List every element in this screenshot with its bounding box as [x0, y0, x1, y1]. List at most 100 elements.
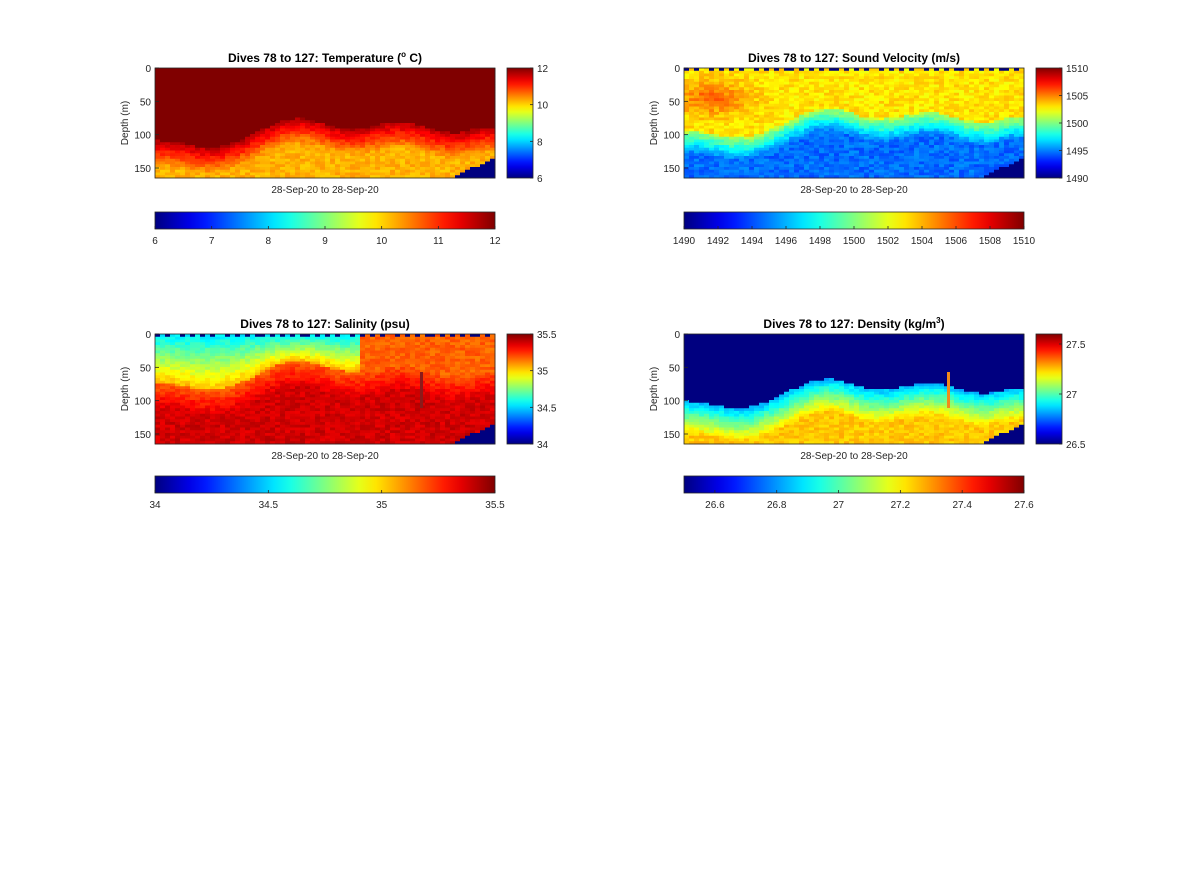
heatmap-cell	[704, 70, 710, 74]
heatmap-cell	[824, 142, 830, 146]
heatmap-cell	[360, 120, 366, 124]
heatmap-cell	[714, 136, 720, 140]
heatmap-cell	[155, 125, 161, 129]
heatmap-cell	[295, 158, 301, 162]
heatmap-cell	[834, 139, 840, 143]
heatmap-cell	[954, 142, 960, 146]
heatmap-cell	[160, 103, 166, 107]
heatmap-cell	[210, 131, 216, 135]
heatmap-cell	[849, 123, 855, 127]
heatmap-cell	[295, 136, 301, 140]
heatmap-cell	[230, 172, 236, 176]
heatmap-cell	[440, 120, 446, 124]
heatmap-cell	[390, 68, 396, 72]
heatmap-cell	[440, 103, 446, 107]
heatmap-cell	[215, 139, 221, 143]
heatmap-cell	[784, 98, 790, 102]
heatmap-cell	[784, 112, 790, 116]
heatmap-cell	[819, 73, 825, 77]
heatmap-cell	[415, 147, 421, 151]
heatmap-cell	[689, 145, 695, 149]
heatmap-cell	[704, 134, 710, 138]
heatmap-cell	[834, 156, 840, 160]
heatmap-cell	[175, 164, 181, 168]
heatmap-cell	[879, 101, 885, 105]
heatmap-cell	[255, 156, 261, 160]
heatmap-cell	[864, 120, 870, 124]
heatmap-cell	[320, 125, 326, 129]
heatmap-cell	[684, 98, 690, 102]
heatmap-cell	[320, 167, 326, 171]
heatmap-cell	[724, 73, 730, 77]
heatmap-cell	[789, 81, 795, 85]
heatmap-cell	[320, 114, 326, 118]
heatmap-cell	[490, 123, 496, 127]
heatmap-cell	[375, 106, 381, 110]
heatmap-cell	[909, 106, 915, 110]
heatmap-cell	[375, 172, 381, 176]
heatmap-cell	[879, 136, 885, 140]
heatmap-cell	[265, 125, 271, 129]
heatmap-cell	[734, 103, 740, 107]
heatmap-cell	[160, 98, 166, 102]
heatmap-cell	[944, 120, 950, 124]
heatmap-cell	[814, 92, 820, 96]
heatmap-cell	[235, 175, 241, 179]
heatmap-cell	[809, 156, 815, 160]
heatmap-cell	[160, 134, 166, 138]
heatmap-cell	[475, 153, 481, 157]
heatmap-cell	[959, 147, 965, 151]
heatmap-cell	[849, 158, 855, 162]
heatmap-cell	[694, 134, 700, 138]
heatmap-cell	[819, 153, 825, 157]
heatmap-cell	[719, 84, 725, 88]
heatmap-cell	[300, 68, 306, 72]
heatmap-cell	[185, 84, 191, 88]
heatmap-cell	[240, 150, 246, 154]
heatmap-cell	[410, 142, 416, 146]
heatmap-cell	[844, 158, 850, 162]
heatmap-cell	[395, 84, 401, 88]
heatmap-cell	[190, 167, 196, 171]
heatmap-cell	[420, 112, 426, 116]
heatmap-cell	[390, 139, 396, 143]
heatmap-cell	[904, 70, 910, 74]
heatmap-cell	[944, 131, 950, 135]
heatmap-cell	[460, 164, 466, 168]
heatmap-cell	[729, 128, 735, 132]
heatmap-cell	[889, 156, 895, 160]
heatmap-cell	[874, 98, 880, 102]
heatmap-cell	[340, 150, 346, 154]
heatmap-cell	[894, 68, 900, 72]
heatmap-cell	[894, 142, 900, 146]
heatmap-cell	[305, 103, 311, 107]
heatmap-cell	[445, 150, 451, 154]
heatmap-cell	[390, 103, 396, 107]
heatmap-cell	[260, 106, 266, 110]
heatmap-cell	[170, 101, 176, 105]
heatmap-cell	[894, 128, 900, 132]
heatmap-cell	[814, 125, 820, 129]
heatmap-cell	[270, 167, 276, 171]
heatmap-cell	[874, 161, 880, 165]
heatmap-cell	[180, 95, 186, 99]
heatmap-cell	[355, 68, 361, 72]
heatmap-cell	[455, 92, 461, 96]
heatmap-cell	[360, 106, 366, 110]
heatmap-cell	[879, 153, 885, 157]
heatmap-cell	[435, 150, 441, 154]
heatmap-cell	[814, 128, 820, 132]
heatmap-cell	[430, 76, 436, 80]
heatmap-cell	[824, 120, 830, 124]
heatmap-cell	[729, 139, 735, 143]
heatmap-cell	[305, 158, 311, 162]
heatmap-cell	[704, 73, 710, 77]
heatmap-cell	[285, 76, 291, 80]
heatmap-cell	[430, 145, 436, 149]
heatmap-cell	[889, 81, 895, 85]
heatmap-cell	[879, 103, 885, 107]
heatmap-cell	[834, 84, 840, 88]
heatmap-cell	[205, 147, 211, 151]
heatmap-cell	[435, 125, 441, 129]
heatmap-cell	[789, 95, 795, 99]
